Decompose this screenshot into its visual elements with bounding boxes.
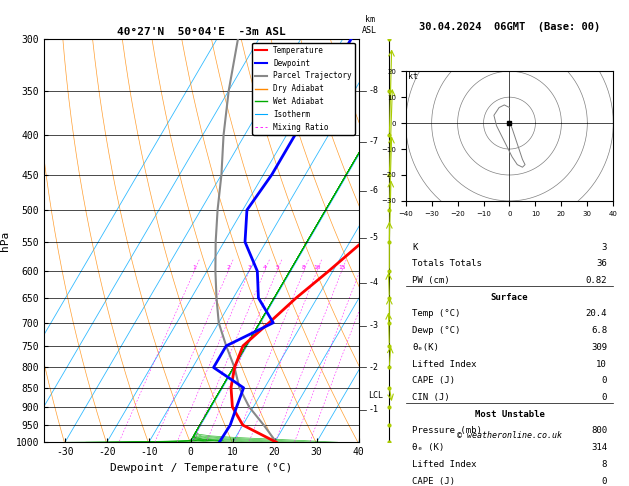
Text: θₑ (K): θₑ (K) bbox=[412, 443, 444, 452]
Text: 4: 4 bbox=[263, 265, 267, 270]
Y-axis label: hPa: hPa bbox=[0, 230, 10, 251]
Text: Dewp (°C): Dewp (°C) bbox=[412, 326, 460, 335]
X-axis label: Dewpoint / Temperature (°C): Dewpoint / Temperature (°C) bbox=[110, 463, 292, 473]
Text: 5: 5 bbox=[275, 265, 279, 270]
Text: 30.04.2024  06GMT  (Base: 00): 30.04.2024 06GMT (Base: 00) bbox=[419, 22, 600, 32]
Text: 8: 8 bbox=[602, 460, 607, 469]
Text: Temp (°C): Temp (°C) bbox=[412, 310, 460, 318]
Text: 15: 15 bbox=[338, 265, 345, 270]
Text: CAPE (J): CAPE (J) bbox=[412, 477, 455, 486]
Text: CAPE (J): CAPE (J) bbox=[412, 376, 455, 385]
Text: kt: kt bbox=[408, 72, 418, 81]
Text: 0: 0 bbox=[602, 376, 607, 385]
Text: -2: -2 bbox=[369, 363, 379, 372]
Text: θₑ(K): θₑ(K) bbox=[412, 343, 439, 352]
Text: -4: -4 bbox=[369, 278, 379, 287]
Text: PW (cm): PW (cm) bbox=[412, 276, 450, 285]
Text: Lifted Index: Lifted Index bbox=[412, 360, 476, 368]
Text: 1: 1 bbox=[192, 265, 196, 270]
Text: -3: -3 bbox=[369, 321, 379, 330]
Text: K: K bbox=[412, 243, 417, 252]
Text: Surface: Surface bbox=[491, 293, 528, 302]
Text: -1: -1 bbox=[369, 405, 379, 415]
Legend: Temperature, Dewpoint, Parcel Trajectory, Dry Adiabat, Wet Adiabat, Isotherm, Mi: Temperature, Dewpoint, Parcel Trajectory… bbox=[252, 43, 355, 135]
Text: 6.8: 6.8 bbox=[591, 326, 607, 335]
Text: 2: 2 bbox=[226, 265, 230, 270]
Text: -8: -8 bbox=[369, 86, 379, 95]
Text: km
ASL: km ASL bbox=[362, 16, 377, 35]
Text: -6: -6 bbox=[369, 186, 379, 195]
Text: 800: 800 bbox=[591, 426, 607, 435]
Text: 0: 0 bbox=[602, 477, 607, 486]
Text: © weatheronline.co.uk: © weatheronline.co.uk bbox=[457, 431, 562, 440]
Text: -7: -7 bbox=[369, 138, 379, 146]
Text: Totals Totals: Totals Totals bbox=[412, 260, 482, 268]
Text: 8: 8 bbox=[302, 265, 306, 270]
Text: Most Unstable: Most Unstable bbox=[474, 410, 545, 419]
Text: 314: 314 bbox=[591, 443, 607, 452]
Text: Pressure (mb): Pressure (mb) bbox=[412, 426, 482, 435]
Text: 0.82: 0.82 bbox=[586, 276, 607, 285]
Text: LCL: LCL bbox=[369, 391, 384, 400]
Text: CIN (J): CIN (J) bbox=[412, 393, 450, 402]
Title: 40°27'N  50°04'E  -3m ASL: 40°27'N 50°04'E -3m ASL bbox=[117, 27, 286, 37]
Text: 3: 3 bbox=[247, 265, 251, 270]
Text: 20.4: 20.4 bbox=[586, 310, 607, 318]
Text: 10: 10 bbox=[596, 360, 607, 368]
Text: 0: 0 bbox=[602, 393, 607, 402]
Text: 36: 36 bbox=[596, 260, 607, 268]
Text: 309: 309 bbox=[591, 343, 607, 352]
Text: 3: 3 bbox=[602, 243, 607, 252]
Text: 10: 10 bbox=[313, 265, 321, 270]
Text: Lifted Index: Lifted Index bbox=[412, 460, 476, 469]
Text: -5: -5 bbox=[369, 233, 379, 242]
